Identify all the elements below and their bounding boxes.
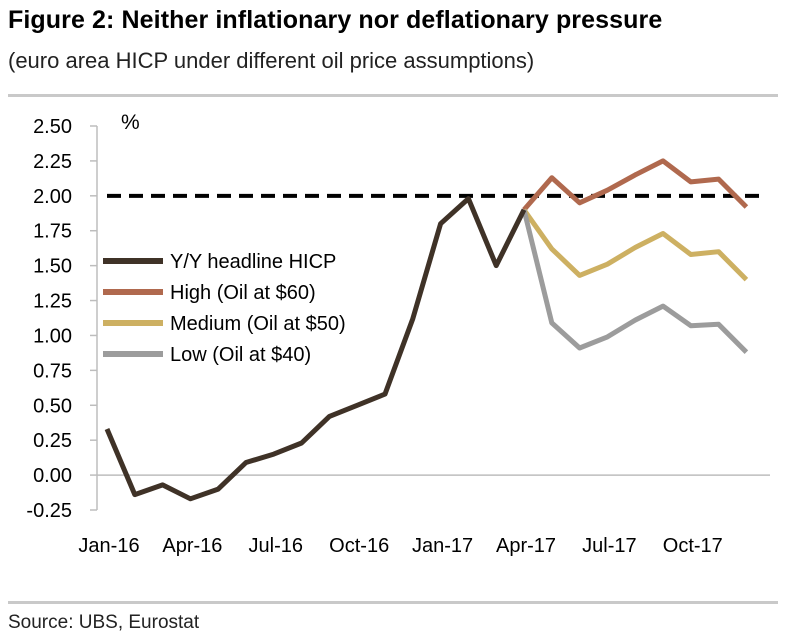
chart-title: Figure 2: Neither inflationary nor defla… [8, 6, 663, 34]
series-line-y-y-headline-hicp [104, 196, 527, 502]
y-tick-label: 2.50 [33, 116, 72, 138]
legend-label: Low (Oil at $40) [170, 344, 311, 366]
series-group [104, 158, 749, 502]
y-tick-label: 0.00 [33, 465, 72, 487]
y-tick-label: 1.50 [33, 256, 72, 278]
legend-label: Medium (Oil at $50) [170, 313, 346, 335]
x-tick-label: Apr-16 [162, 535, 222, 557]
chart-subtitle: (euro area HICP under different oil pric… [8, 48, 535, 73]
line-chart: -0.25 0.00 0.25 0.50 0.75 1.00 1.25 1.50 1.75 2.0… [26, 111, 770, 557]
x-tick-label: Jul-16 [249, 535, 303, 557]
y-tick-label: 1.75 [33, 221, 72, 243]
series-line-low-oil-at-40 [521, 209, 749, 354]
x-tick-label: Jan-16 [78, 535, 139, 557]
y-tick-label: 0.75 [33, 360, 72, 382]
y-tick-label: 0.25 [33, 430, 72, 452]
x-tick-label: Jan-17 [412, 535, 473, 557]
y-unit-label: % [121, 111, 140, 134]
y-tick-label: -0.25 [26, 500, 72, 522]
x-axis: Jan-16 Apr-16 Jul-16 Oct-16 Jan-17 Apr-17 Jul-… [78, 474, 770, 557]
series-line-high-oil-at-60 [522, 158, 749, 212]
y-tick-label: 1.25 [33, 291, 72, 313]
x-tick-label: Oct-17 [663, 535, 723, 557]
y-tick-label: 2.25 [33, 151, 72, 173]
y-axis: -0.25 0.00 0.25 0.50 0.75 1.00 1.25 1.50 1.75 2.0… [26, 111, 139, 522]
legend-label: High (Oil at $60) [170, 282, 316, 304]
source-note: Source: UBS, Eurostat [8, 612, 200, 633]
y-tick-label: 0.50 [33, 395, 72, 417]
bottom-divider [8, 601, 778, 604]
legend: Y/Y headline HICP High (Oil at $60) Medium… [103, 251, 346, 366]
y-tick-label: 1.00 [33, 325, 72, 347]
y-tick-label: 2.00 [33, 186, 72, 208]
x-tick-label: Apr-17 [496, 535, 556, 557]
x-tick-label: Jul-17 [582, 535, 636, 557]
top-divider [8, 94, 778, 97]
x-tick-label: Oct-16 [329, 535, 389, 557]
series-line-medium-oil-at-50 [521, 208, 749, 282]
legend-label: Y/Y headline HICP [170, 251, 336, 273]
